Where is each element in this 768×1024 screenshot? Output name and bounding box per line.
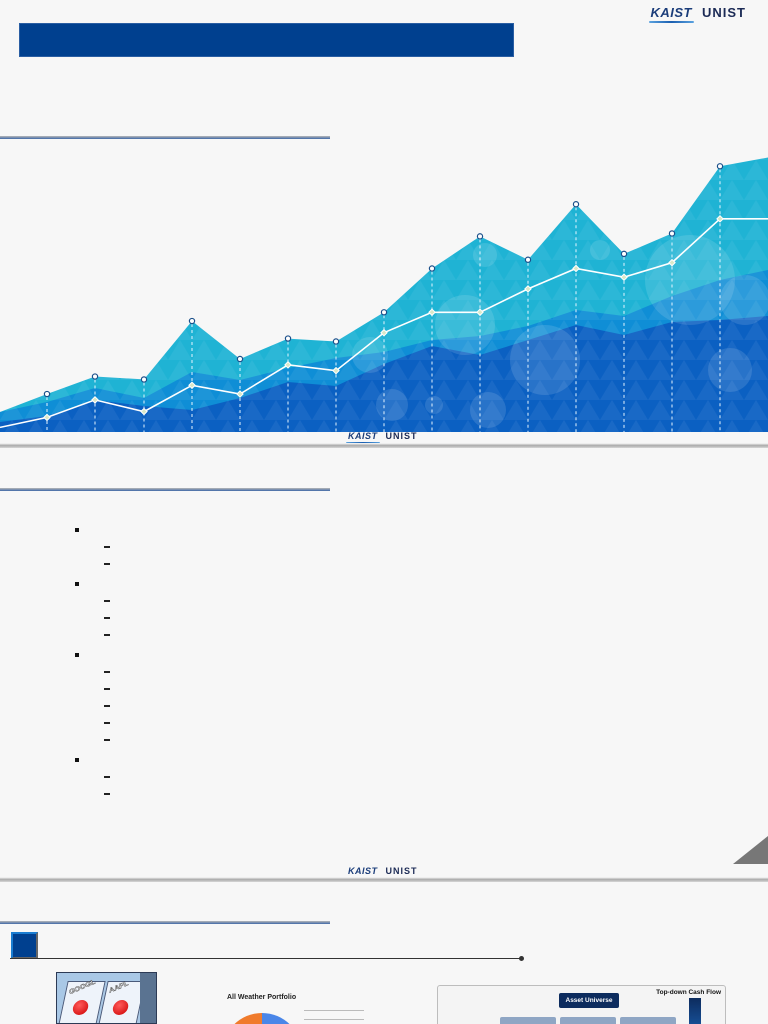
pie-chart-title: All Weather Portfolio [227,994,297,1001]
sub-bullet-item [104,607,120,624]
sub-bullet-item [104,553,120,570]
trend-chart-image [0,140,768,432]
sub-bullet-item [104,678,120,695]
stock-key: GOOGL [58,979,106,1023]
unist-logo: UNIST [702,5,746,20]
footer-logos: KAIST UNIST [346,431,418,444]
pie-chart [222,1013,302,1024]
area-chart [0,140,768,432]
slide-3[interactable]: GOOGL AAPL All Weather Portfolio Asset U… [0,882,768,1024]
cash-flow-title: Top-down Cash Flow [656,989,721,996]
page-corner-triangle [733,836,768,864]
section-divider [0,488,330,491]
sub-bullet-item [104,590,120,607]
bullet-item [70,644,120,661]
cash-flow-bar [689,998,701,1024]
kaist-logo: KAIST [346,866,379,879]
slide-edge [0,443,768,448]
sub-bullet-item [104,729,120,746]
sub-bullet-item [104,783,120,800]
bullet-item [70,573,120,590]
sub-bullet-item [104,624,120,641]
slide-title-bar [19,23,514,57]
slide-1[interactable]: KAIST UNIST [0,0,768,448]
slide-edge [0,877,768,882]
header-logos: KAIST UNIST [648,5,747,23]
section-square-icon [11,932,38,959]
section-divider [0,921,330,924]
pie-chart-image: All Weather Portfolio [218,990,368,1024]
asset-universe-diagram: Asset Universe Top-down Cash Flow [437,985,726,1024]
heading-underline-dot [519,956,524,961]
sub-bullet-item [104,695,120,712]
red-button-icon [71,1000,90,1015]
stock-key: AAPL [98,980,146,1023]
sub-bullet-item [104,661,120,678]
sub-bullet-item [104,712,120,729]
slide-2[interactable]: KAIST UNIST [0,448,768,882]
bullet-item [70,519,120,536]
unist-logo: UNIST [385,866,418,876]
kaist-logo: KAIST [648,5,694,23]
red-button-icon [111,1000,130,1015]
unist-logo: UNIST [385,431,418,441]
asset-universe-node: Asset Universe [559,993,619,1008]
footer-logos: KAIST UNIST [346,866,418,879]
bullet-list [70,516,120,800]
sub-bullet-item [104,766,120,783]
sub-bullet-item [104,536,120,553]
section-divider [0,136,330,139]
stock-buttons-image: GOOGL AAPL [56,972,157,1024]
heading-underline [10,958,522,959]
kaist-logo: KAIST [346,431,379,444]
bullet-item [70,749,120,766]
